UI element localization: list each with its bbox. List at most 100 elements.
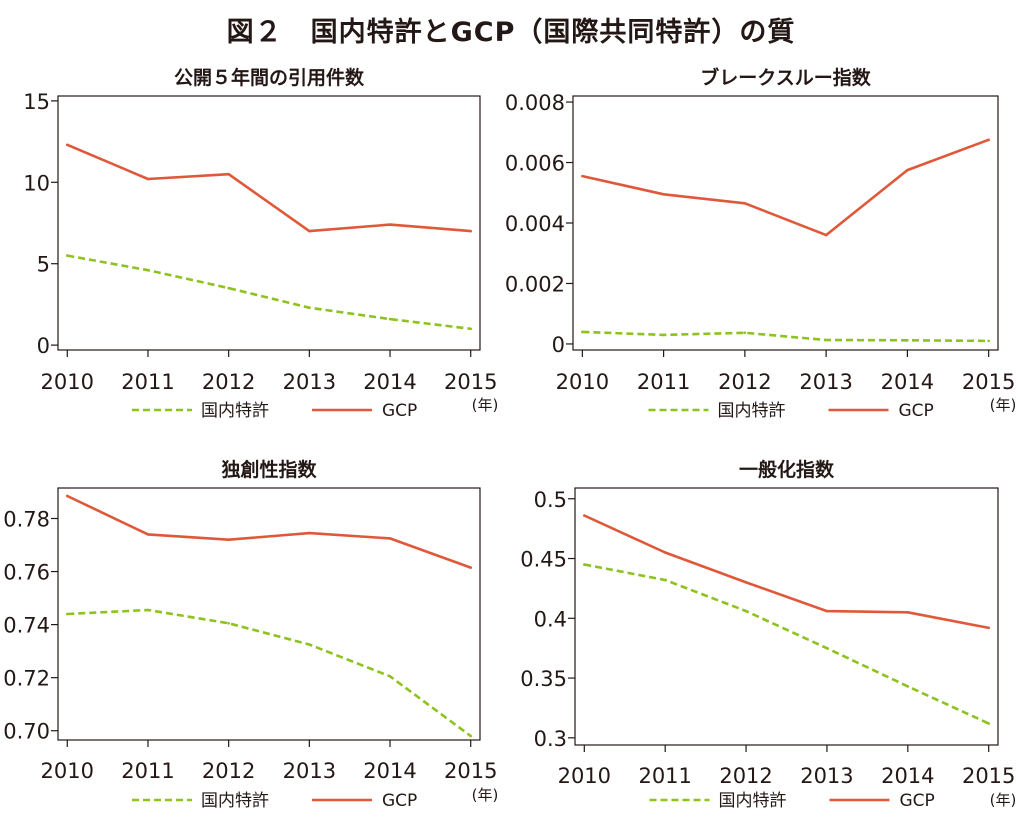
x-tick-label: 2015 bbox=[444, 370, 497, 394]
data-point bbox=[906, 339, 909, 342]
y-tick-label: 0 bbox=[37, 334, 50, 358]
data-point bbox=[744, 581, 748, 584]
x-tick-label: 2013 bbox=[800, 764, 853, 788]
data-point bbox=[469, 327, 473, 331]
data-point bbox=[825, 609, 829, 613]
x-tick-label: 2010 bbox=[41, 759, 94, 783]
y-tick-label: 0.4 bbox=[534, 607, 567, 631]
panel-title: 一般化指数 bbox=[739, 458, 835, 481]
data-point bbox=[662, 333, 665, 337]
data-point bbox=[663, 551, 667, 554]
data-point bbox=[987, 722, 990, 725]
panel-title: ブレークスルー指数 bbox=[700, 66, 871, 89]
series-line-gcp bbox=[582, 138, 990, 237]
series-line-gcp bbox=[66, 494, 472, 569]
data-point bbox=[469, 734, 473, 738]
x-tick-label: 2012 bbox=[719, 764, 772, 788]
x-tick-label: 2010 bbox=[41, 370, 94, 394]
data-point bbox=[469, 229, 473, 233]
data-point bbox=[583, 514, 586, 517]
legend-label-domestic: 国内特許 bbox=[718, 401, 786, 421]
plot-frame bbox=[57, 487, 481, 741]
legend-label-domestic: 国内特許 bbox=[719, 791, 787, 811]
x-tick-label: 2013 bbox=[283, 370, 336, 394]
x-tick-label: 2013 bbox=[283, 759, 336, 783]
series-line-domestic bbox=[582, 330, 989, 343]
x-tick-label: 2015 bbox=[962, 764, 1015, 788]
data-point bbox=[662, 192, 665, 196]
year-unit-label: (年) bbox=[990, 791, 1017, 809]
series-line-domestic bbox=[584, 563, 990, 725]
plot-frame bbox=[572, 95, 999, 351]
data-point bbox=[581, 174, 584, 178]
plot-frame bbox=[574, 487, 999, 746]
data-point bbox=[146, 177, 150, 181]
data-point bbox=[743, 202, 747, 205]
year-unit-label: (年) bbox=[472, 396, 499, 414]
x-tick-label: 2011 bbox=[121, 370, 174, 394]
data-point bbox=[824, 338, 828, 342]
data-point bbox=[388, 223, 392, 226]
x-tick-label: 2014 bbox=[881, 764, 934, 788]
series-line-domestic bbox=[67, 608, 472, 738]
data-point bbox=[906, 685, 910, 688]
data-point bbox=[65, 143, 69, 147]
x-tick-label: 2011 bbox=[638, 764, 691, 788]
x-tick-label: 2014 bbox=[363, 759, 416, 783]
data-point bbox=[744, 609, 748, 613]
series-line-gcp bbox=[66, 143, 471, 233]
y-tick-label: 0 bbox=[552, 333, 565, 357]
x-tick-label: 2013 bbox=[799, 370, 852, 394]
data-point bbox=[987, 339, 990, 343]
y-tick-label: 0.45 bbox=[520, 548, 567, 572]
data-point bbox=[308, 229, 311, 233]
plot-frame bbox=[57, 95, 481, 351]
year-unit-label: (年) bbox=[990, 396, 1017, 414]
legend-label-gcp: GCP bbox=[899, 401, 934, 421]
data-point bbox=[663, 578, 667, 582]
data-point bbox=[227, 172, 230, 176]
y-tick-label: 0.004 bbox=[505, 212, 565, 236]
panel-title: 独創性指数 bbox=[221, 458, 317, 481]
x-tick-label: 2011 bbox=[637, 370, 690, 394]
data-point bbox=[388, 317, 392, 321]
x-tick-label: 2012 bbox=[718, 370, 771, 394]
x-tick-label: 2014 bbox=[363, 370, 416, 394]
data-point bbox=[65, 254, 69, 257]
data-point bbox=[581, 330, 584, 334]
legend-label-domestic: 国内特許 bbox=[201, 791, 269, 811]
y-tick-label: 0.70 bbox=[3, 720, 50, 744]
data-point bbox=[308, 531, 311, 535]
data-point bbox=[227, 286, 230, 290]
year-unit-label: (年) bbox=[472, 786, 499, 804]
data-point bbox=[987, 626, 990, 630]
data-point bbox=[308, 643, 311, 646]
x-tick-label: 2010 bbox=[556, 370, 609, 394]
x-tick-label: 2015 bbox=[444, 759, 497, 783]
legend-label-domestic: 国内特許 bbox=[201, 401, 269, 421]
y-tick-label: 15 bbox=[23, 90, 50, 114]
data-point bbox=[146, 533, 150, 536]
x-tick-label: 2015 bbox=[962, 370, 1015, 394]
data-point bbox=[987, 138, 990, 142]
x-tick-label: 2012 bbox=[202, 370, 255, 394]
legend-label-gcp: GCP bbox=[900, 791, 935, 811]
x-tick-label: 2014 bbox=[881, 370, 934, 394]
y-tick-label: 5 bbox=[37, 253, 50, 277]
y-tick-label: 0.76 bbox=[3, 561, 50, 585]
y-tick-label: 0.72 bbox=[3, 667, 50, 691]
y-tick-label: 0.74 bbox=[3, 614, 50, 638]
data-point bbox=[65, 494, 69, 498]
data-point bbox=[227, 538, 230, 542]
data-point bbox=[388, 675, 392, 678]
data-point bbox=[388, 537, 392, 540]
data-point bbox=[825, 646, 829, 650]
data-point bbox=[146, 268, 150, 272]
y-tick-label: 0.006 bbox=[505, 152, 565, 176]
x-tick-label: 2012 bbox=[202, 759, 255, 783]
figure-title: 図２ 国内特許とGCP（国際共同特許）の質 bbox=[226, 17, 796, 48]
data-point bbox=[743, 331, 747, 335]
data-point bbox=[469, 566, 473, 569]
x-tick-label: 2010 bbox=[558, 764, 611, 788]
